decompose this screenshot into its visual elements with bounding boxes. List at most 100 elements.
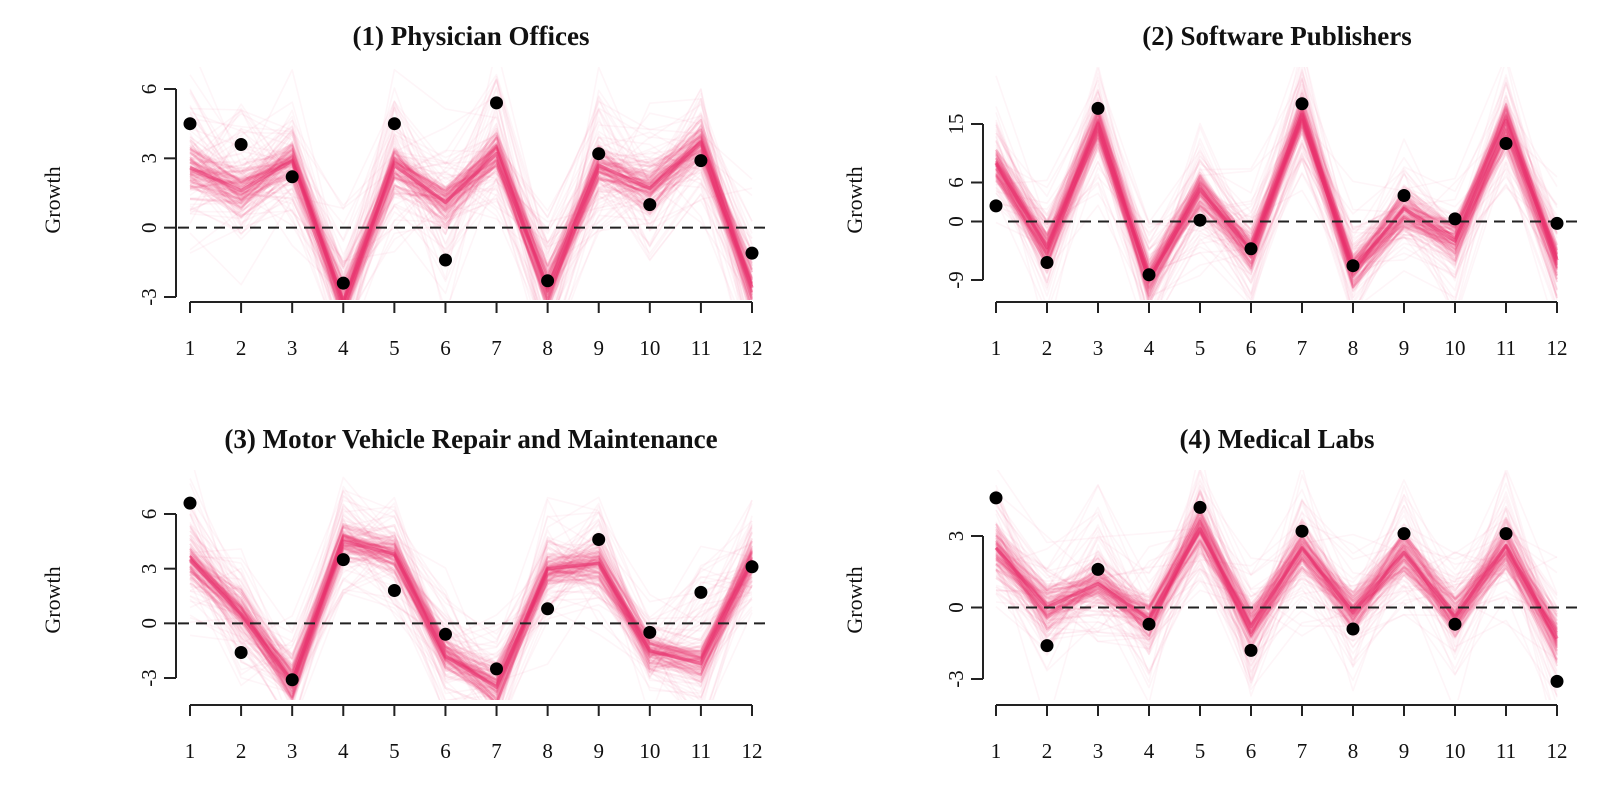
simulated-trajectory [995,526,1558,661]
simulated-trajectory [995,80,1558,300]
x-tick-label: 6 [440,739,451,763]
observed-point [643,625,657,639]
simulated-trajectory [189,483,753,700]
simulated-trajectory [995,528,1558,654]
observed-point [1346,622,1360,636]
simulated-trajectory [189,154,754,300]
simulated-trajectory [189,496,753,700]
simulated-trajectory [995,88,1558,300]
simulated-trajectory [189,111,753,295]
simulated-trajectory [995,117,1559,289]
simulated-trajectory [189,543,753,670]
simulated-trajectory [189,532,753,700]
simulated-trajectory [995,482,1558,667]
x-tick-label: 6 [1246,336,1257,360]
x-tick-label: 3 [1093,336,1104,360]
simulated-trajectory [995,498,1558,650]
simulated-trajectory [995,479,1558,609]
simulated-trajectory [995,127,1556,300]
observed-point [285,673,299,687]
observed-point [541,274,555,288]
observed-point [1499,137,1513,150]
simulated-trajectory [995,120,1559,276]
observed-point [1499,527,1513,541]
simulated-trajectory [189,115,753,300]
x-tick-label: 5 [389,336,400,360]
simulated-trajectory [995,111,1558,300]
simulated-trajectory [995,101,1559,281]
simulated-trajectory [189,530,753,689]
simulated-trajectory [995,540,1558,655]
x-tick-label: 9 [593,739,604,763]
simulated-trajectory [189,156,751,300]
simulated-trajectory [995,489,1558,700]
observed-point [183,496,197,510]
simulated-trajectory [189,507,753,676]
simulated-trajectory [995,67,1558,282]
simulated-trajectory [189,132,754,299]
simulated-trajectory [995,67,1558,300]
simulated-trajectory [995,470,1558,646]
panel-title: (4) Medical Labs [1180,424,1375,454]
simulated-trajectory [189,513,753,700]
simulated-trajectory [995,523,1558,631]
simulated-trajectory [995,523,1558,675]
simulated-trajectory [995,521,1558,660]
x-tick-label: 2 [1042,336,1053,360]
simulated-trajectory [995,470,1558,684]
simulated-trajectory [995,122,1559,283]
simulated-trajectory [995,490,1558,648]
trajectory-group [994,470,1559,700]
simulated-trajectory [189,108,745,300]
y-tick-label: -3 [137,669,161,687]
simulated-trajectory [995,551,1558,664]
simulated-trajectory [995,102,1559,267]
x-tick-label: 12 [742,336,763,360]
y-tick-label: 0 [944,602,968,613]
simulated-trajectory [189,524,753,683]
simulated-trajectory [189,127,753,300]
simulated-trajectory [189,533,754,671]
x-tick-label: 10 [639,739,660,763]
simulated-trajectory [995,124,1554,300]
simulated-trajectory [189,106,753,281]
y-tick-label: 6 [137,509,161,520]
x-tick-label: 5 [389,739,400,763]
simulated-trajectory [189,147,754,300]
simulated-trajectory [189,530,753,687]
simulated-trajectory [189,519,753,690]
simulated-trajectory [995,522,1558,687]
trajectory-group [994,67,1559,300]
simulated-trajectory [189,535,753,681]
x-tick-label: 5 [1195,336,1206,360]
observed-point [1040,639,1054,653]
central-trajectory [188,539,754,689]
x-tick-label: 2 [1042,739,1053,763]
simulated-trajectory [189,100,753,246]
simulated-trajectory [189,109,753,300]
simulated-trajectory [995,74,1558,299]
simulated-trajectory [995,513,1558,629]
simulated-trajectory [995,484,1558,639]
y-tick-label: -9 [944,271,968,289]
simulated-trajectory [995,531,1558,637]
x-tick-label: 7 [1297,739,1308,763]
simulated-trajectory [995,516,1558,631]
observed-point [183,117,197,131]
x-tick-label: 2 [236,739,247,763]
simulated-trajectory [995,533,1558,666]
simulated-trajectory [189,511,753,691]
simulated-trajectory [189,168,754,300]
simulated-trajectory [995,499,1558,682]
observed-point [1193,500,1207,514]
x-tick-label: 1 [185,739,196,763]
simulated-trajectory [189,133,742,300]
simulated-trajectory [189,495,753,700]
simulated-trajectory [189,544,753,700]
simulated-trajectory [995,470,1558,683]
simulated-trajectory [995,116,1558,300]
simulated-trajectory [189,100,753,289]
simulated-trajectory [189,136,754,300]
x-tick-label: 11 [1496,336,1516,360]
simulated-trajectory [995,506,1558,672]
